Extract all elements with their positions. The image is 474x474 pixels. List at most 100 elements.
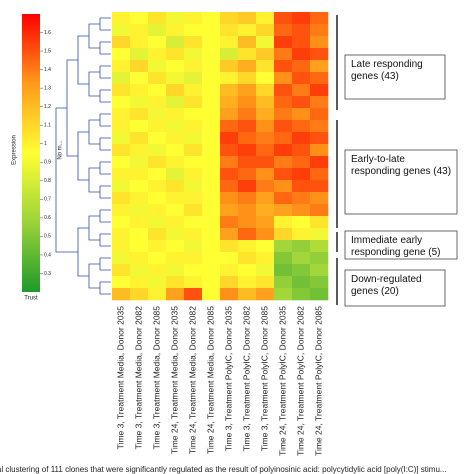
heatmap-cell [256, 12, 275, 25]
heatmap-cell [238, 12, 257, 25]
heatmap-cell [274, 180, 293, 193]
heatmap-cell [274, 240, 293, 253]
heatmap-cell [148, 144, 167, 157]
heatmap-cell [220, 228, 239, 241]
heatmap-cell [238, 276, 257, 289]
heatmap-cell [292, 228, 311, 241]
heatmap-cell [202, 24, 221, 37]
group-box [344, 269, 446, 307]
heatmap-cell [130, 72, 149, 85]
heatmap-cell [220, 180, 239, 193]
heatmap-cell [310, 276, 329, 289]
heatmap-cell [148, 288, 167, 301]
heatmap-cell [292, 96, 311, 109]
heatmap-cell [112, 48, 131, 61]
heatmap-cell [202, 12, 221, 25]
heatmap-cell [292, 48, 311, 61]
heatmap-cell [166, 252, 185, 265]
column-label: Time 24, Treatment Media, Donor 2085 [205, 306, 215, 454]
heatmap-cell [202, 168, 221, 181]
heatmap-cell [184, 120, 203, 133]
heatmap-cell [148, 24, 167, 37]
dendrogram-branch [88, 167, 100, 193]
heatmap-cell [202, 132, 221, 145]
heatmap-cell [292, 252, 311, 265]
heatmap-cell [274, 60, 293, 73]
heatmap-cell [274, 216, 293, 229]
heatmap-cell [238, 72, 257, 85]
heatmap-cell [238, 84, 257, 97]
heatmap-cell [184, 276, 203, 289]
heatmap-cell [220, 48, 239, 61]
colorbar-tick-label: 0.8 [44, 178, 51, 184]
heatmap-cell [292, 204, 311, 217]
group-label: Early-to-late responding genes (43) [351, 154, 452, 177]
heatmap-cell [184, 156, 203, 169]
heatmap-cell [184, 264, 203, 277]
column-label: Time 24, Treatment PolyIC, Donor 2085 [313, 306, 323, 456]
heatmap-cell [202, 264, 221, 277]
heatmap-cell [130, 24, 149, 37]
heatmap-cell [184, 12, 203, 25]
heatmap-cell [274, 48, 293, 61]
heatmap-cell [274, 252, 293, 265]
heatmap-cell [310, 216, 329, 229]
heatmap-cell [184, 108, 203, 121]
heatmap-cell [166, 24, 185, 37]
heatmap-cell [310, 288, 329, 301]
heatmap-cell [220, 192, 239, 205]
dendrogram-branch [99, 209, 111, 223]
heatmap-cell [148, 264, 167, 277]
heatmap-cell [310, 60, 329, 73]
dendrogram-branch [99, 89, 111, 103]
heatmap-cell [112, 96, 131, 109]
heatmap-cell [220, 96, 239, 109]
heatmap-cell [148, 204, 167, 217]
heatmap-cell [202, 156, 221, 169]
heatmap-cell [130, 108, 149, 121]
heatmap-cell [166, 180, 185, 193]
heatmap-cell [220, 276, 239, 289]
heatmap-cell [256, 120, 275, 133]
heatmap-cell [292, 216, 311, 229]
column-label: Time 24, Treatment PolyIC, Donor 2082 [295, 306, 305, 456]
heatmap-cell [202, 72, 221, 85]
heatmap-cell [184, 252, 203, 265]
heatmap-cell [130, 156, 149, 169]
heatmap-cell [130, 96, 149, 109]
heatmap-cell [184, 132, 203, 145]
heatmap-cell [238, 216, 257, 229]
heatmap-cell [148, 156, 167, 169]
group-label: Late responding genes (43) [351, 59, 423, 82]
heatmap-cell [256, 24, 275, 37]
heatmap-cell [238, 120, 257, 133]
heatmap-cell [310, 36, 329, 49]
heatmap-cell [274, 132, 293, 145]
heatmap-cell [202, 144, 221, 157]
colorbar-tick-label: 1.3 [44, 85, 51, 91]
heatmap-cell [220, 288, 239, 301]
heatmap-cell [130, 168, 149, 181]
heatmap-cell [256, 96, 275, 109]
heatmap-cell [238, 108, 257, 121]
heatmap-cell [184, 288, 203, 301]
heatmap-cell [274, 168, 293, 181]
dendrogram-branch [99, 185, 111, 199]
heatmap-cell [112, 144, 131, 157]
heatmap-cell [256, 216, 275, 229]
heatmap-cell [166, 192, 185, 205]
heatmap-cell [292, 264, 311, 277]
colorbar-tick-label: 0.4 [44, 252, 51, 258]
heatmap-cell [184, 180, 203, 193]
heatmap-cell [310, 228, 329, 241]
heatmap-cell [238, 96, 257, 109]
heatmap-cell [220, 12, 239, 25]
heatmap-cell [310, 132, 329, 145]
heatmap-cell [184, 228, 203, 241]
colorbar-tick-label: 1.6 [44, 30, 51, 36]
heatmap-cell [256, 240, 275, 253]
group-label-box: Late responding genes (43) [351, 59, 423, 82]
heatmap-cell [130, 204, 149, 217]
heatmap-cell [292, 60, 311, 73]
